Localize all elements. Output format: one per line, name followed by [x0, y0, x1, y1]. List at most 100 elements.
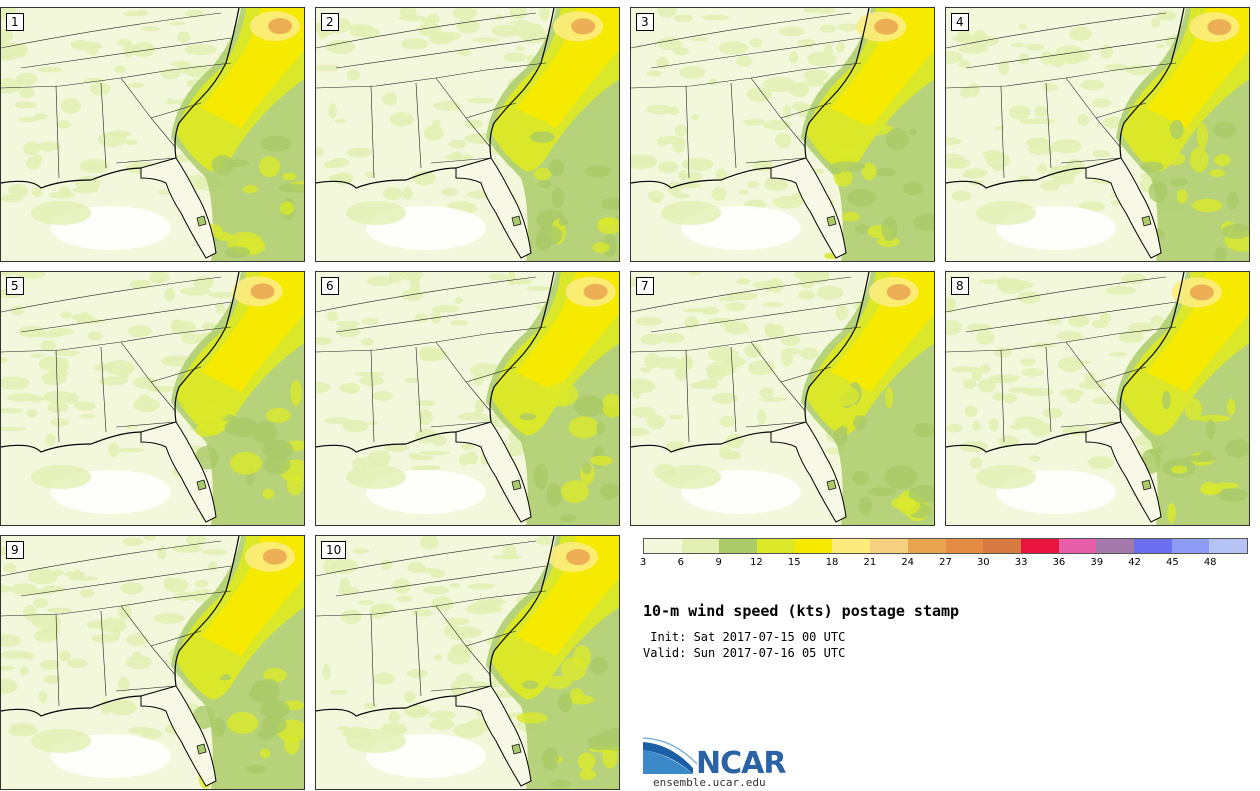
- ncar-logo: NCAR ensemble.ucar.edu: [642, 734, 793, 790]
- state-border: [370, 85, 375, 179]
- colorbar: [643, 538, 1248, 554]
- coastline: [316, 536, 555, 717]
- state-border: [115, 157, 177, 164]
- colorbar-swatch: [1133, 539, 1172, 553]
- ensemble-member-panel: 4: [945, 7, 1250, 262]
- wind-speed-map: [631, 272, 934, 525]
- colorbar-swatch: [644, 539, 682, 553]
- colorbar-tick-label: 18: [825, 557, 839, 568]
- state-border: [946, 276, 1167, 313]
- state-border: [55, 349, 60, 443]
- colorbar-swatch: [907, 539, 946, 553]
- lake-okeechobee: [1141, 479, 1152, 491]
- coastline: [1, 536, 240, 717]
- coastline: [946, 272, 1185, 453]
- state-border: [650, 37, 862, 69]
- plot-title: 10-m wind speed (kts) postage stamp: [643, 602, 960, 620]
- state-border: [1060, 421, 1122, 428]
- colorbar-tick-label: 12: [750, 557, 763, 568]
- lake-okeechobee: [1141, 215, 1152, 227]
- member-number-label: 4: [951, 13, 969, 31]
- ensemble-member-panel: 2: [315, 7, 620, 262]
- florida-outline: [1085, 157, 1162, 259]
- state-border: [55, 85, 60, 179]
- member-number-label: 8: [951, 277, 969, 295]
- colorbar-swatch: [1058, 539, 1097, 553]
- coastline: [946, 8, 1185, 189]
- wind-speed-map: [316, 272, 619, 525]
- colorbar-swatch: [1020, 539, 1059, 553]
- ensemble-member-panel: 7: [630, 271, 935, 526]
- colorbar-tick-label: 45: [1166, 557, 1179, 568]
- coastline: [316, 272, 555, 453]
- state-border: [430, 685, 492, 692]
- member-number-label: 7: [636, 277, 654, 295]
- ensemble-member-panel: 5: [0, 271, 305, 526]
- colorbar-swatch: [1096, 539, 1134, 553]
- state-border: [20, 37, 232, 69]
- state-border: [430, 157, 492, 164]
- state-border: [965, 301, 1177, 333]
- florida-outline: [455, 685, 532, 787]
- coastline: [316, 8, 555, 189]
- colorbar-tick-label: 21: [863, 557, 877, 568]
- state-border: [150, 366, 202, 383]
- state-border: [115, 421, 177, 428]
- florida-outline: [140, 421, 217, 523]
- state-border: [1095, 366, 1147, 383]
- state-border: [780, 102, 832, 119]
- colorbar-tick-label: 33: [1014, 557, 1028, 568]
- colorbar-tick-label: 24: [901, 557, 915, 568]
- florida-outline: [455, 157, 532, 259]
- florida-outline: [770, 421, 847, 523]
- colorbar-swatch: [1171, 539, 1210, 553]
- coastline: [1, 8, 240, 189]
- state-border: [745, 421, 807, 428]
- wind-speed-map: [946, 272, 1249, 525]
- state-border: [1000, 85, 1005, 179]
- coastline: [1, 272, 240, 453]
- wind-speed-map: [631, 8, 934, 261]
- wind-speed-map: [1, 8, 304, 261]
- state-border: [370, 613, 375, 707]
- colorbar-tick-label: 48: [1203, 557, 1217, 568]
- state-border: [335, 37, 547, 69]
- valid-time: Valid: Sun 2017-07-16 05 UTC: [643, 646, 846, 660]
- state-border: [631, 276, 852, 313]
- florida-outline: [140, 685, 217, 787]
- state-border: [415, 346, 422, 433]
- state-border: [370, 349, 375, 443]
- colorbar-swatch: [681, 539, 720, 553]
- state-border: [1045, 346, 1052, 433]
- member-number-label: 6: [321, 277, 339, 295]
- state-border: [100, 82, 107, 169]
- lake-okeechobee: [511, 743, 522, 755]
- florida-outline: [140, 157, 217, 259]
- wind-speed-map: [1, 272, 304, 525]
- state-border: [316, 12, 537, 49]
- lake-okeechobee: [511, 215, 522, 227]
- state-border: [1, 276, 222, 313]
- lake-okeechobee: [196, 479, 207, 491]
- colorbar-tick-label: 6: [677, 557, 684, 568]
- state-border: [415, 610, 422, 697]
- wind-speed-map: [316, 536, 619, 789]
- member-number-label: 5: [6, 277, 24, 295]
- state-border: [20, 565, 232, 597]
- state-border: [1, 540, 222, 577]
- colorbar-tick-label: 9: [715, 557, 722, 568]
- state-border: [1060, 157, 1122, 164]
- state-border: [730, 346, 737, 433]
- wind-speed-map: [946, 8, 1249, 261]
- florida-outline: [455, 421, 532, 523]
- state-border: [946, 12, 1167, 49]
- state-border: [1000, 349, 1005, 443]
- ensemble-member-panel: 10: [315, 535, 620, 790]
- state-border: [100, 346, 107, 433]
- state-border: [745, 157, 807, 164]
- colorbar-swatch: [945, 539, 984, 553]
- state-border: [1095, 102, 1147, 119]
- state-border: [316, 276, 537, 313]
- member-number-label: 3: [636, 13, 654, 31]
- state-border: [415, 82, 422, 169]
